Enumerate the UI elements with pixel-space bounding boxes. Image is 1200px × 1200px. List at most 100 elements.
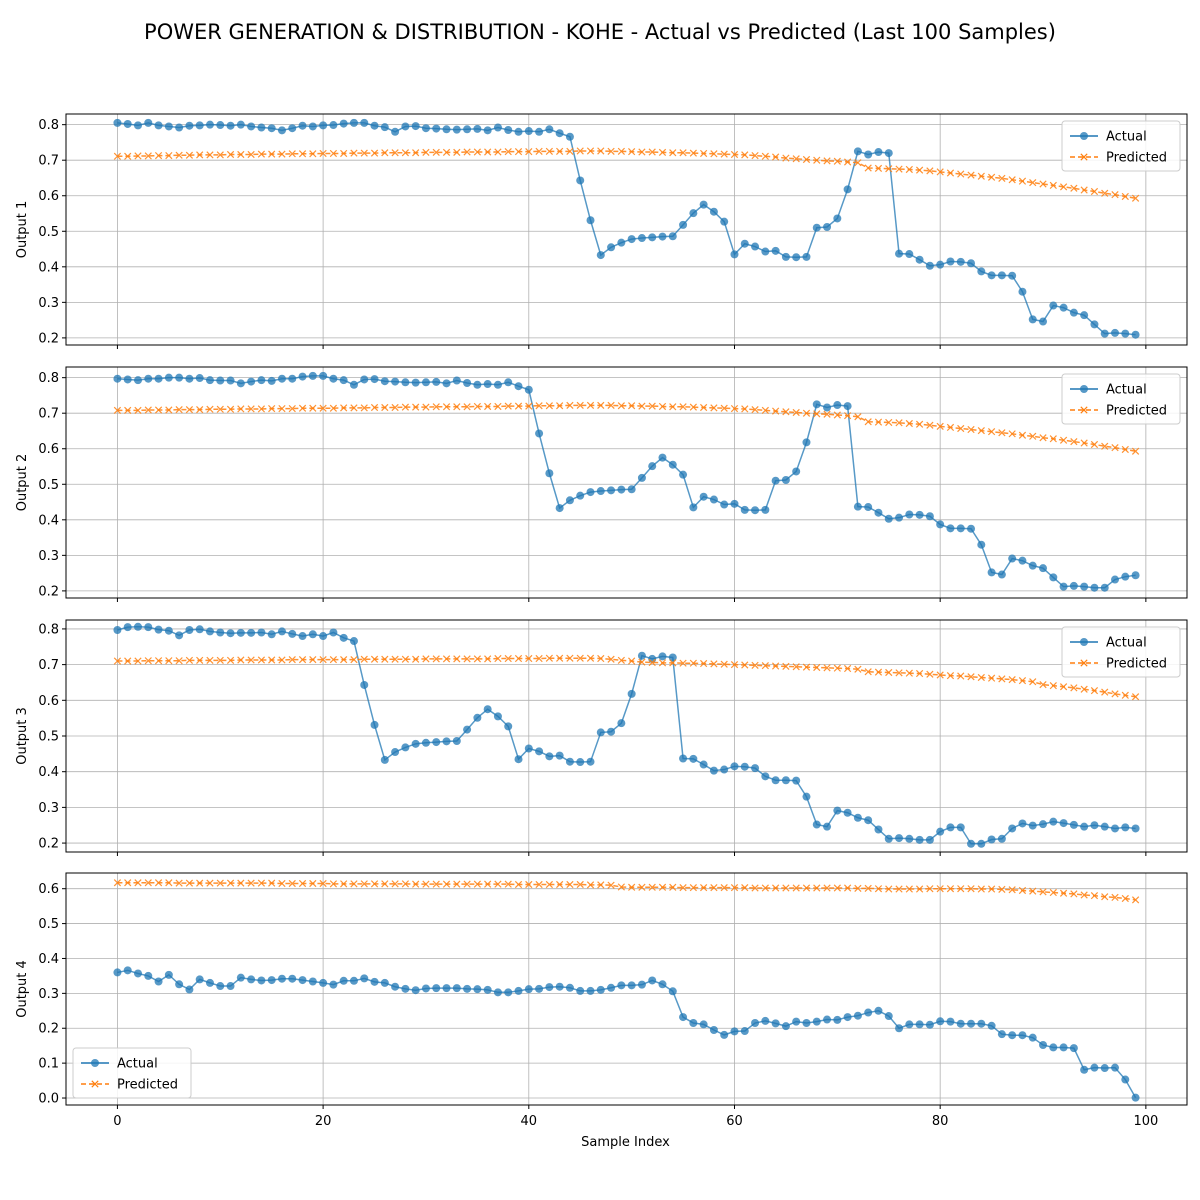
data-point xyxy=(679,220,688,229)
data-point xyxy=(247,122,256,131)
data-point xyxy=(411,739,420,748)
data-point xyxy=(648,658,656,667)
data-point xyxy=(422,403,430,411)
data-point xyxy=(412,149,420,157)
data-point xyxy=(648,883,656,891)
data-point xyxy=(412,880,420,888)
legend-marker xyxy=(1080,638,1088,646)
data-point xyxy=(597,147,605,155)
data-point xyxy=(175,980,184,989)
data-point xyxy=(124,406,132,414)
data-point xyxy=(895,1024,904,1033)
data-point xyxy=(401,378,410,387)
data-point xyxy=(124,879,132,887)
data-point xyxy=(226,629,235,638)
legend-box xyxy=(1061,120,1181,172)
data-point xyxy=(154,121,163,130)
data-point xyxy=(257,123,266,132)
data-point xyxy=(895,669,903,677)
data-point xyxy=(648,402,656,410)
data-point xyxy=(154,625,163,634)
data-point xyxy=(185,406,194,414)
data-point xyxy=(493,123,502,132)
data-point xyxy=(432,403,440,411)
data-point xyxy=(1049,301,1058,310)
data-point xyxy=(370,121,379,130)
data-point xyxy=(349,976,358,985)
y-tick-label: 0.5 xyxy=(38,730,59,745)
data-point xyxy=(1028,1033,1037,1042)
axes-frame xyxy=(65,113,1188,346)
x-tick-label: 0 xyxy=(113,1114,121,1129)
data-point xyxy=(483,126,492,135)
data-point xyxy=(1059,183,1068,191)
data-point xyxy=(1080,822,1089,831)
y-axis-label: Output 3 xyxy=(15,707,30,765)
data-point xyxy=(421,738,430,747)
y-axis-label: Output 4 xyxy=(15,960,30,1018)
data-point xyxy=(925,835,934,844)
data-point xyxy=(987,173,996,181)
data-point xyxy=(514,402,523,410)
data-point xyxy=(853,147,862,156)
data-point xyxy=(432,984,441,993)
data-point xyxy=(113,879,122,887)
data-point xyxy=(226,879,235,887)
data-point xyxy=(565,983,574,992)
data-point xyxy=(751,506,760,515)
data-point xyxy=(761,772,770,781)
data-point xyxy=(483,380,492,389)
data-point xyxy=(802,663,811,671)
data-point xyxy=(638,402,646,410)
data-point xyxy=(504,988,513,997)
data-point xyxy=(185,121,194,130)
data-point xyxy=(596,985,605,994)
data-point xyxy=(689,884,697,892)
data-point xyxy=(998,174,1006,182)
data-point xyxy=(288,150,296,158)
data-point xyxy=(267,976,276,985)
data-point xyxy=(391,655,399,663)
axes-frame xyxy=(65,872,1188,1106)
data-point xyxy=(700,884,708,892)
data-point xyxy=(1080,186,1088,194)
data-point xyxy=(535,984,544,993)
data-point xyxy=(144,971,153,980)
data-point xyxy=(401,122,410,131)
data-point xyxy=(412,403,420,411)
data-point xyxy=(596,728,605,737)
data-point xyxy=(679,884,687,892)
data-point xyxy=(555,982,564,991)
data-point xyxy=(998,885,1006,894)
data-point xyxy=(1018,556,1027,565)
legend-label: Actual xyxy=(1106,636,1147,651)
data-point xyxy=(298,976,307,985)
data-point xyxy=(771,153,780,161)
series-predicted xyxy=(113,879,1140,904)
data-point xyxy=(751,151,759,160)
data-point xyxy=(123,966,132,975)
data-point xyxy=(401,880,410,888)
data-point xyxy=(823,884,831,892)
data-point xyxy=(699,200,708,209)
series-predicted xyxy=(113,654,1140,701)
data-point xyxy=(1049,817,1058,826)
data-point xyxy=(206,656,214,664)
data-point xyxy=(1069,1044,1078,1053)
data-point xyxy=(267,630,276,639)
data-point xyxy=(596,487,605,496)
data-point xyxy=(453,880,461,888)
data-point xyxy=(957,672,965,680)
data-point xyxy=(134,879,142,887)
data-point xyxy=(689,209,698,218)
data-point xyxy=(278,656,286,664)
legend: Actual Predicted xyxy=(1061,373,1181,425)
data-point xyxy=(349,637,358,646)
data-point xyxy=(956,823,965,832)
data-point xyxy=(607,147,615,155)
data-point xyxy=(802,252,811,261)
data-point xyxy=(1131,896,1140,904)
data-point xyxy=(709,495,718,504)
data-point xyxy=(936,168,944,176)
